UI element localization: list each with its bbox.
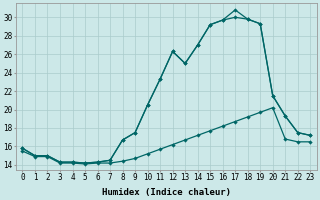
X-axis label: Humidex (Indice chaleur): Humidex (Indice chaleur) xyxy=(102,188,231,197)
